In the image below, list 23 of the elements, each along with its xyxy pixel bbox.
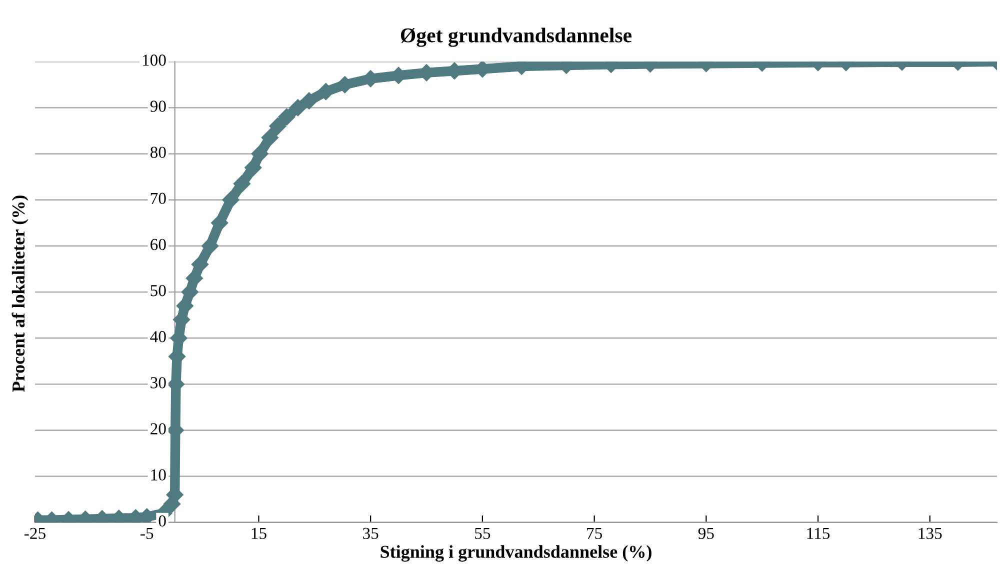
y-tick-label: 40	[150, 331, 166, 342]
y-tick-label: 100	[142, 54, 166, 66]
x-tick-label: 135	[918, 528, 942, 540]
y-tick-label: 80	[150, 146, 166, 158]
y-tick-label: 10	[151, 469, 166, 481]
y-tick-label: 60	[150, 238, 166, 250]
x-tick-label: -25	[24, 528, 46, 540]
y-tick-label: 20	[150, 423, 166, 434]
y-tick-label: 0	[158, 515, 166, 527]
chart-title: Øget grundvandsdannelse	[400, 28, 632, 47]
y-tick-label: 90	[150, 100, 166, 112]
y-tick-label: 30	[150, 377, 166, 388]
x-tick-label: 15	[252, 528, 266, 540]
y-tick-label: 50	[150, 284, 166, 296]
y-tick-label: 70	[150, 192, 166, 204]
x-tick-label: 115	[807, 528, 830, 540]
x-tick-label: 55	[475, 528, 490, 540]
x-tick-label: 35	[363, 528, 378, 540]
x-tick-label: 95	[698, 528, 714, 540]
x-tick-label: -5	[140, 528, 154, 540]
x-axis-title: Stigning i grundvandsdannelse (%)	[380, 545, 652, 562]
x-tick-label: 75	[587, 528, 602, 540]
y-axis-title: Procent af lokaliteter (%)	[12, 196, 28, 392]
